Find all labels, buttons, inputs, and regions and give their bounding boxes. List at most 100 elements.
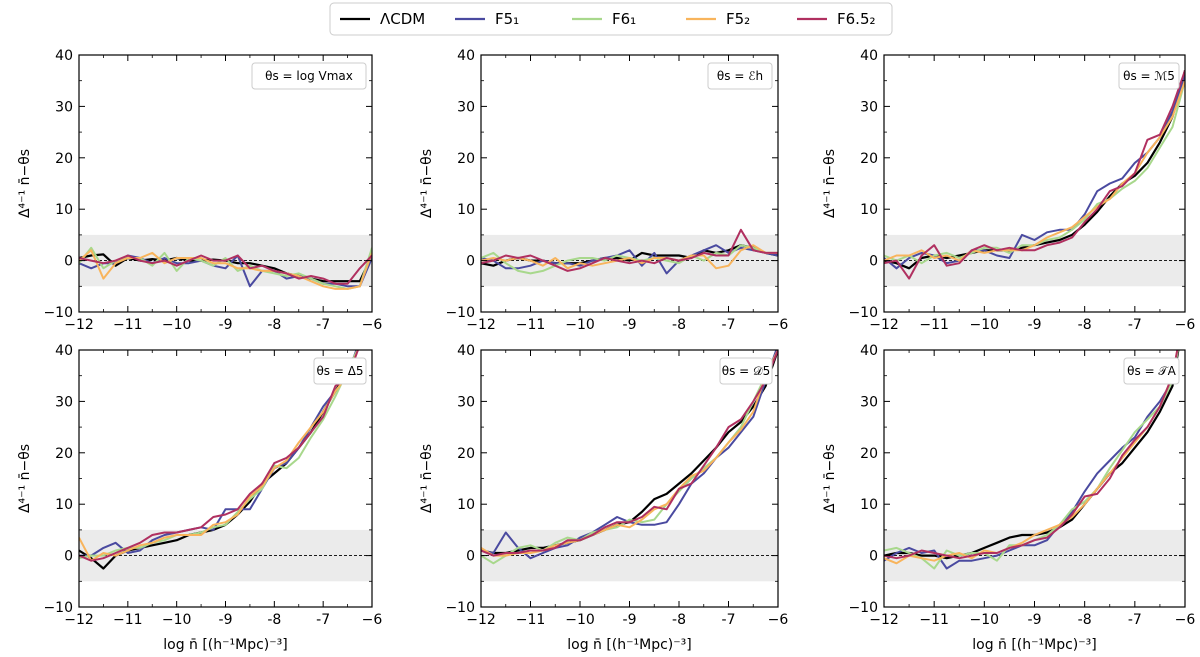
y-tick-label: 20 — [55, 151, 73, 167]
y-tick-label: 0 — [869, 549, 878, 565]
y-tick-label: 0 — [64, 549, 73, 565]
series-line-F6.5₂ — [884, 70, 1185, 280]
x-tick-label: -9 — [1028, 612, 1042, 628]
series-group — [884, 70, 1185, 280]
y-axis-label: Δ⁴⁻¹ n̄−θs — [17, 444, 33, 513]
series-line-F5₂ — [481, 350, 778, 557]
x-tick-label: −11 — [113, 612, 143, 628]
series-line-F5₁ — [481, 244, 778, 275]
x-tick-label: -9 — [219, 612, 233, 628]
x-tick-label: -8 — [672, 612, 686, 628]
y-tick-label: 30 — [55, 99, 73, 115]
legend-label: F6₁ — [612, 10, 636, 28]
x-tick-label: −12 — [869, 317, 899, 333]
series-line-F6₁ — [884, 350, 1179, 570]
y-tick-label: 20 — [860, 151, 878, 167]
x-tick-label: −6 — [362, 612, 383, 628]
x-tick-label: −11 — [516, 317, 546, 333]
panels: −12 −11 −10 -9 -8 -7 −6 −10 0 10 20 30 40 Δ⁴⁻¹ n̄−θs θ… — [17, 48, 1195, 653]
panel-3: −12 −11 −10 -9 -8 -7 −6 −10 0 10 20 30 40 Δ⁴⁻¹ n̄−θs θ… — [822, 48, 1195, 333]
series-group — [481, 350, 778, 565]
panel-5: −12 −11 −10 -9 -8 -7 −6 −10 0 10 20 30 40 Δ⁴⁻¹ n̄−θs l… — [419, 343, 788, 653]
y-tick-label: 40 — [55, 48, 73, 64]
x-tick-label: −10 — [970, 317, 1000, 333]
annotation-label: θs = log Vmax — [265, 69, 353, 83]
y-tick-label: 20 — [457, 446, 475, 462]
x-tick-label: −11 — [516, 612, 546, 628]
y-tick-label: 30 — [860, 99, 878, 115]
y-tick-label: −10 — [445, 305, 475, 321]
x-tick-label: −10 — [970, 612, 1000, 628]
x-tick-label: -7 — [1128, 317, 1142, 333]
panel-2: −12 −11 −10 -9 -8 -7 −6 −10 0 10 20 30 40 Δ⁴⁻¹ n̄−θs θ… — [419, 48, 788, 333]
legend-box — [329, 2, 893, 36]
panel-6: −12 −11 −10 -9 -8 -7 −6 −10 0 10 20 30 40 Δ⁴⁻¹ n̄−θs l… — [822, 343, 1195, 653]
y-axis-label: Δ⁴⁻¹ n̄−θs — [822, 444, 838, 513]
y-tick-label: 0 — [64, 254, 73, 270]
x-tick-label: −12 — [64, 317, 94, 333]
x-tick-label: -8 — [1078, 612, 1092, 628]
x-axis-label: log n̄ [(h⁻¹Mpc)⁻³] — [567, 637, 692, 653]
panel-4: −12 −11 −10 -9 -8 -7 −6 −10 0 10 20 30 40 Δ⁴⁻¹ n̄−θs l… — [17, 343, 383, 653]
series-group — [79, 350, 360, 570]
legend: ΛCDM F5₁ F6₁ F5₂ F6.5₂ — [329, 2, 893, 36]
annotation-box — [1118, 62, 1180, 90]
y-tick-label: 0 — [466, 549, 475, 565]
annotation-label: θs = ℰh — [717, 69, 763, 83]
x-axis-label: log n̄ [(h⁻¹Mpc)⁻³] — [163, 637, 288, 653]
x-tick-label: -8 — [672, 317, 686, 333]
x-tick-label: −10 — [565, 317, 595, 333]
y-axis-label: Δ⁴⁻¹ n̄−θs — [419, 149, 435, 218]
series-group — [884, 350, 1180, 570]
x-tick-label: −10 — [162, 317, 192, 333]
x-tick-label: -7 — [722, 317, 736, 333]
y-tick-label: 40 — [860, 343, 878, 359]
x-tick-label: −12 — [466, 612, 496, 628]
x-tick-label: -8 — [267, 612, 281, 628]
legend-label: ΛCDM — [380, 10, 425, 28]
x-tick-label: −12 — [466, 317, 496, 333]
annotation-box — [719, 357, 773, 385]
annotation-box — [707, 62, 773, 90]
x-tick-label: -9 — [623, 317, 637, 333]
y-tick-label: −10 — [43, 305, 73, 321]
y-tick-label: −10 — [445, 600, 475, 616]
legend-label: F6.5₂ — [837, 10, 876, 28]
y-axis-label: Δ⁴⁻¹ n̄−θs — [419, 444, 435, 513]
y-tick-label: 0 — [466, 254, 475, 270]
annotation-label: θs = 𝒯A — [1127, 364, 1176, 378]
y-tick-label: 20 — [55, 446, 73, 462]
annotation-box — [251, 62, 367, 90]
y-tick-label: 30 — [457, 99, 475, 115]
series-line-F5₂ — [884, 350, 1179, 565]
y-tick-label: −10 — [43, 600, 73, 616]
series-line-F6.5₂ — [481, 228, 778, 272]
x-tick-label: −6 — [768, 317, 789, 333]
x-tick-label: −6 — [1175, 317, 1196, 333]
y-tick-label: 30 — [860, 394, 878, 410]
y-tick-label: 40 — [860, 48, 878, 64]
y-axis-label: Δ⁴⁻¹ n̄−θs — [822, 149, 838, 218]
series-line-F6₁ — [79, 350, 359, 560]
x-tick-label: −11 — [919, 317, 949, 333]
panel-1: −12 −11 −10 -9 -8 -7 −6 −10 0 10 20 30 40 Δ⁴⁻¹ n̄−θs θ… — [17, 48, 382, 333]
x-tick-label: −11 — [919, 612, 949, 628]
y-tick-label: 40 — [457, 48, 475, 64]
annotation-label: θs = Δ5 — [316, 364, 363, 378]
x-tick-label: -8 — [267, 317, 281, 333]
series-line-ΛCDM — [79, 350, 359, 570]
annotation-box — [313, 357, 367, 385]
y-tick-label: 30 — [55, 394, 73, 410]
y-tick-label: 40 — [55, 343, 73, 359]
x-tick-label: -7 — [1128, 612, 1142, 628]
series-line-F5₁ — [884, 350, 1179, 570]
x-tick-label: -9 — [1028, 317, 1042, 333]
y-tick-label: 40 — [457, 343, 475, 359]
x-tick-label: -7 — [316, 317, 330, 333]
y-tick-label: 10 — [457, 202, 475, 218]
y-tick-label: 20 — [860, 446, 878, 462]
annotation-label: θs = 𝒟5 — [722, 364, 771, 378]
x-tick-label: −6 — [362, 317, 383, 333]
y-tick-label: 10 — [55, 202, 73, 218]
x-tick-label: −12 — [64, 612, 94, 628]
